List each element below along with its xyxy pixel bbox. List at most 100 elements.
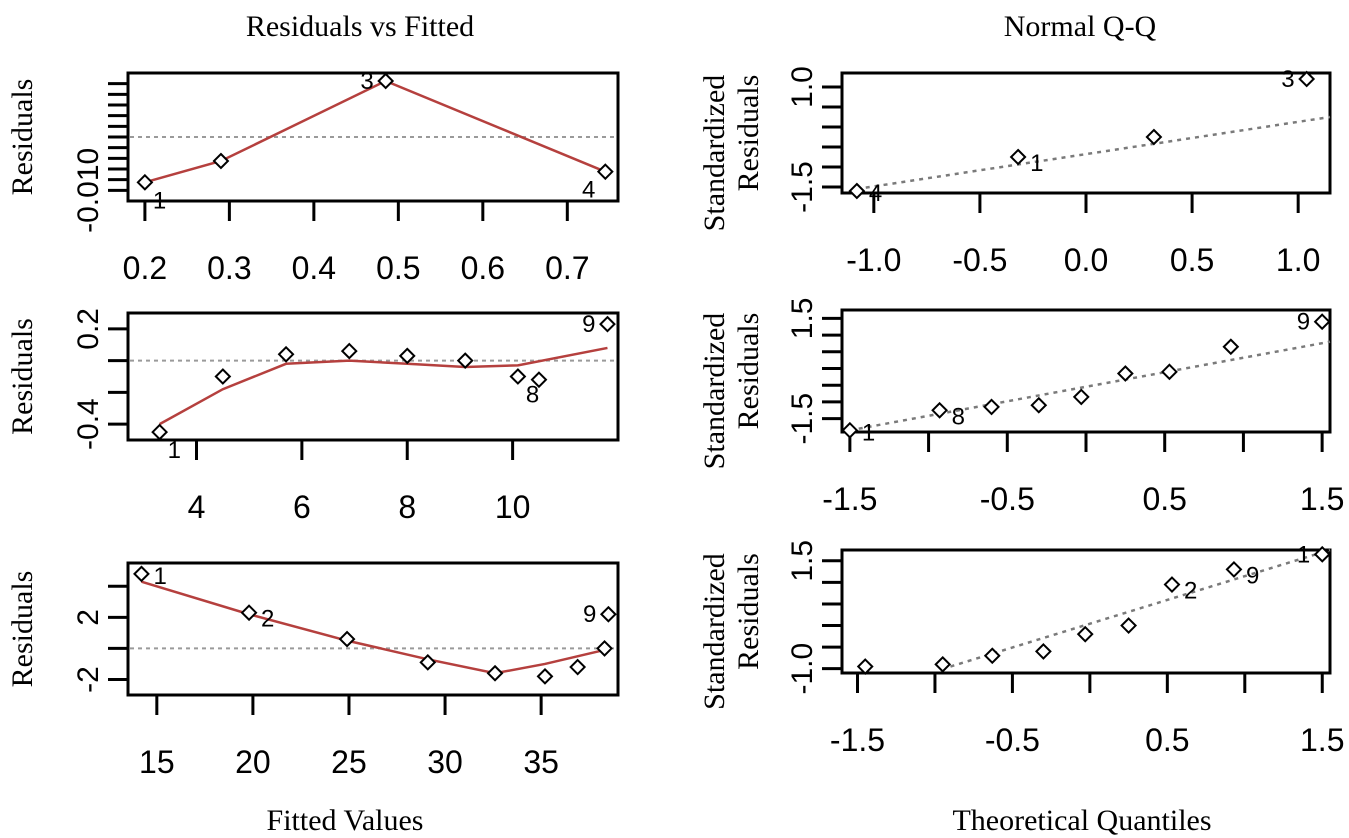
- x-tick-label: 6: [293, 489, 311, 525]
- y-tick-label: 1.5: [786, 540, 819, 582]
- x-tick-label: 1.5: [1300, 722, 1344, 758]
- x-tick-label: 0.7: [545, 250, 589, 286]
- left-x-axis-label: Fitted Values: [267, 804, 424, 837]
- data-point: [398, 347, 416, 365]
- x-tick-label: 30: [427, 744, 463, 780]
- left-column-title: Residuals vs Fitted: [246, 10, 474, 43]
- x-tick-label: 0.0: [1064, 242, 1108, 278]
- data-point: [509, 368, 527, 385]
- x-tick-label: -0.5: [980, 481, 1035, 517]
- x-tick-label: 0.5: [1142, 481, 1186, 517]
- panel-rvf2: -0.4 0.2 4 6 8 10 Residuals 1 8 9: [6, 308, 620, 525]
- x-tick-label: 4: [188, 489, 206, 525]
- point-label: 4: [869, 180, 882, 207]
- y-tick-label: 1.5: [786, 297, 819, 339]
- qq-line: [849, 340, 1331, 432]
- y-tick-label: -0.010: [72, 148, 105, 233]
- data-point: [983, 398, 1000, 416]
- data-point: [456, 352, 474, 370]
- data-point: [277, 345, 295, 363]
- data-point: [848, 182, 866, 200]
- y-tick-label: 1.0: [786, 66, 819, 108]
- x-tick-label: 0.6: [461, 250, 505, 286]
- y-tick-label: -1.0: [786, 643, 819, 695]
- x-tick-label: 25: [331, 744, 367, 780]
- data-point: [596, 639, 613, 657]
- y-axis-label-top: Standardized: [698, 75, 731, 232]
- data-point: [1009, 148, 1027, 166]
- y-axis-label-top: Standardized: [698, 313, 731, 470]
- x-tick-label: 0.4: [292, 250, 336, 286]
- data-point: [212, 152, 230, 170]
- data-point: [841, 421, 859, 439]
- data-point: [1072, 388, 1090, 406]
- data-point: [1120, 617, 1138, 634]
- plot-frame: [840, 71, 1332, 195]
- data-point: [569, 658, 587, 676]
- y-axis-label: Residuals: [6, 79, 39, 196]
- data-point: [1163, 576, 1181, 593]
- x-tick-label: 0.5: [376, 250, 420, 286]
- smooth-line: [159, 346, 608, 426]
- point-label: 1: [1030, 150, 1043, 177]
- point-label: 9: [582, 311, 595, 338]
- y-axis-label-bottom: Residuals: [732, 553, 765, 670]
- y-tick-label: 2: [72, 609, 105, 626]
- y-axis-label-bottom: Residuals: [732, 75, 765, 192]
- right-column-title: Normal Q-Q: [1004, 10, 1157, 43]
- y-tick-label: 0.2: [72, 308, 105, 350]
- plot-frame: [840, 308, 1332, 434]
- data-point: [536, 667, 554, 685]
- point-label: 9: [1246, 562, 1259, 589]
- y-axis-label-top: Standardized: [698, 553, 731, 710]
- point-label: 8: [952, 403, 965, 430]
- data-point: [1076, 625, 1094, 643]
- data-point: [340, 342, 358, 360]
- data-point: [1145, 128, 1163, 146]
- point-label: 3: [360, 68, 373, 95]
- data-point: [931, 401, 949, 419]
- data-point: [419, 653, 437, 671]
- qq-line: [950, 548, 1331, 668]
- y-axis-label: Residuals: [6, 571, 39, 688]
- data-point: [1225, 561, 1243, 578]
- data-point: [1034, 643, 1052, 660]
- x-tick-label: 20: [235, 744, 271, 780]
- point-label: 1: [153, 563, 166, 590]
- data-point: [133, 565, 150, 583]
- x-tick-label: 35: [523, 744, 559, 780]
- data-point: [240, 604, 258, 622]
- data-point: [599, 315, 616, 333]
- x-tick-label: -0.5: [985, 722, 1040, 758]
- plot-frame: [126, 561, 620, 697]
- data-point: [486, 664, 504, 682]
- data-point: [1161, 363, 1178, 381]
- data-point: [934, 655, 952, 673]
- panel-rvf3: -2 2 15 20 25 30 35 Residuals 1 2 9: [6, 561, 620, 780]
- x-tick-label: 1.0: [1276, 242, 1320, 278]
- y-tick-label: -2: [72, 666, 105, 693]
- data-point: [214, 368, 232, 385]
- x-tick-label: 15: [139, 744, 175, 780]
- point-label: 3: [1281, 66, 1294, 93]
- smooth-line: [144, 79, 606, 184]
- x-tick-label: 0.2: [123, 250, 167, 286]
- plot-frame: [840, 548, 1332, 675]
- data-point: [338, 630, 356, 648]
- y-axis-label: Residuals: [6, 318, 39, 435]
- smooth-line: [141, 580, 605, 675]
- x-tick-label: 8: [398, 489, 416, 525]
- point-label: 2: [1184, 578, 1197, 605]
- point-label: 9: [1297, 309, 1310, 336]
- x-tick-label: 1.5: [1300, 481, 1344, 517]
- x-tick-label: 0.5: [1145, 722, 1189, 758]
- x-tick-label: 0.3: [207, 250, 251, 286]
- panel-rvf1: -0.010 0.2 0.3 0.4 0.5 0.6 0.7 Residuals 1 3 4: [6, 68, 620, 286]
- point-label: 9: [583, 601, 596, 628]
- data-point: [1030, 396, 1048, 414]
- point-label: 2: [261, 606, 274, 633]
- data-point: [136, 173, 154, 191]
- panel-qq2: -1.5 1.5 -1.5 -0.5 0.5 1.5 Standardized Residua…: [698, 297, 1344, 517]
- x-tick-label: -1.0: [846, 242, 901, 278]
